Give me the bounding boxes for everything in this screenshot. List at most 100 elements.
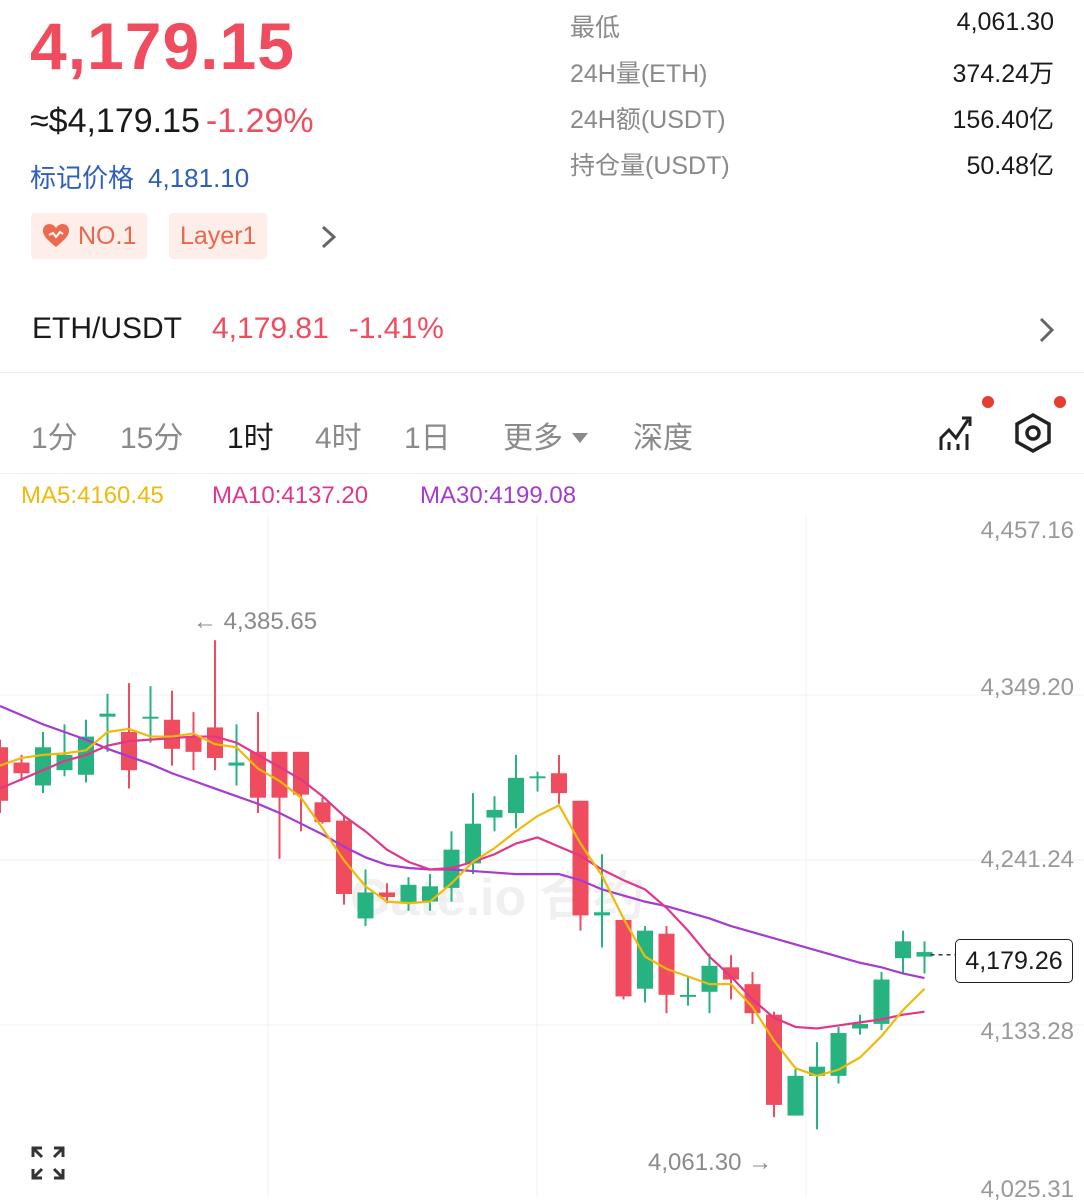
spot-chevron-right-icon[interactable] — [1036, 316, 1058, 344]
indicator-chart-icon[interactable] — [938, 412, 978, 452]
candle-up — [637, 930, 653, 989]
candle-up — [35, 747, 51, 786]
stat-value: 50.48亿 — [966, 152, 1054, 180]
stat-label: 24H额(USDT) — [570, 106, 726, 134]
candle-down — [766, 1014, 782, 1105]
candlestick-chart[interactable] — [0, 515, 1084, 1197]
y-tick-label: 4,025.31 — [980, 1176, 1074, 1203]
rank-tag[interactable]: NO.1 — [31, 213, 148, 259]
low-annotation: 4,061.30 → — [648, 1149, 773, 1176]
candle-up — [852, 1023, 868, 1029]
spot-pair-row[interactable]: ETH/USDT 4,179.81 -1.41% — [32, 312, 444, 346]
spot-price: 4,179.81 — [212, 312, 329, 345]
candle-down — [314, 802, 331, 823]
stat-value: 374.24万 — [952, 60, 1054, 88]
mark-price-label: 标记价格 — [30, 163, 135, 193]
tab-1h[interactable]: 1时 — [227, 422, 274, 455]
candle-down — [551, 773, 567, 794]
candle-down — [121, 731, 137, 771]
settings-hexagon-icon[interactable] — [1012, 412, 1054, 454]
stat-open-interest: 持仓量(USDT) 50.48亿 — [570, 146, 1054, 192]
candle-up — [529, 776, 546, 779]
y-tick-label: 4,457.16 — [980, 517, 1074, 544]
candle-up — [422, 886, 438, 902]
category-tag[interactable]: Layer1 — [169, 213, 268, 259]
ma5-line — [0, 727, 926, 1078]
candle-up — [508, 777, 524, 813]
fullscreen-expand-icon[interactable] — [30, 1145, 66, 1181]
candle-up — [486, 809, 503, 818]
stat-label: 持仓量(USDT) — [570, 152, 730, 180]
candle-down — [207, 727, 223, 758]
y-tick-label: 4,133.28 — [980, 1018, 1074, 1045]
stat-turnover: 24H额(USDT) 156.40亿 — [570, 100, 1054, 146]
usd-price-line: ≈$4,179.15 -1.29% — [30, 102, 314, 141]
candle-down — [0, 747, 8, 801]
candle-down — [658, 933, 675, 995]
stat-label: 24H量(ETH) — [570, 60, 708, 88]
tab-1m[interactable]: 1分 — [31, 422, 78, 455]
candle-down — [336, 820, 352, 894]
spot-pair-name: ETH/USDT — [32, 312, 182, 345]
candle-up — [228, 762, 245, 766]
candle-down — [271, 751, 288, 798]
tab-depth[interactable]: 深度 — [633, 422, 693, 455]
candle-up — [916, 952, 933, 957]
divider — [0, 372, 1084, 373]
last-price: 4,179.15 — [30, 9, 295, 83]
candle-up — [895, 941, 911, 959]
candle-down — [164, 719, 180, 749]
candle-up — [701, 965, 718, 992]
candle-up — [594, 912, 610, 916]
candle-up — [142, 716, 159, 719]
y-tick-label: 4,241.24 — [980, 846, 1074, 873]
tab-more-label: 更多 — [503, 422, 563, 455]
candle-up — [873, 979, 890, 1024]
candle-up — [787, 1075, 804, 1116]
candle-up — [465, 823, 481, 864]
current-price-label: 4,179.26 — [955, 939, 1073, 983]
ma10-line — [0, 735, 925, 1030]
tab-1d[interactable]: 1日 — [404, 422, 451, 455]
tab-15m[interactable]: 15分 — [120, 422, 184, 455]
stat-value: 156.40亿 — [952, 106, 1054, 134]
candle-down — [13, 762, 30, 774]
candle-up — [680, 994, 696, 997]
watermark: Gate.io 合约 — [350, 869, 645, 927]
usd-price: ≈$4,179.15 — [30, 102, 200, 140]
y-tick-label: 4,349.20 — [980, 674, 1074, 701]
candle-up — [809, 1066, 825, 1076]
tags-chevron-right-icon[interactable] — [318, 224, 340, 250]
mark-price-value: 4,181.10 — [148, 163, 250, 193]
candle-down — [185, 736, 202, 752]
heart-icon — [43, 224, 69, 247]
candle-up — [357, 892, 374, 919]
notification-dot — [1054, 396, 1066, 408]
ma30-legend: MA30:4199.08 — [420, 482, 577, 509]
candle-down — [572, 800, 589, 916]
candle-up — [56, 754, 73, 771]
stats-panel: 最低 4,061.30 24H量(ETH) 374.24万 24H额(USDT)… — [570, 8, 1054, 192]
stat-volume: 24H量(ETH) 374.24万 — [570, 54, 1054, 100]
notification-dot — [982, 396, 994, 408]
divider — [0, 473, 1084, 474]
change-percent: -1.29% — [205, 102, 314, 140]
stat-value: 4,061.30 — [956, 8, 1054, 36]
tab-4h[interactable]: 4时 — [315, 422, 362, 455]
candle-down — [379, 892, 395, 898]
high-annotation: ← 4,385.65 — [193, 608, 318, 635]
ma10-legend: MA10:4137.20 — [212, 482, 369, 509]
category-tag-label: Layer1 — [180, 222, 257, 250]
spot-change: -1.41% — [348, 312, 444, 345]
candle-down — [615, 919, 632, 997]
mark-price-line[interactable]: 标记价格 4,181.10 — [30, 158, 249, 195]
tab-more[interactable]: 更多 — [503, 413, 589, 457]
rank-tag-label: NO.1 — [78, 222, 137, 250]
stat-low: 最低 4,061.30 — [570, 8, 1054, 54]
candle-up — [400, 884, 417, 904]
caret-down-icon — [572, 433, 589, 443]
ma30-line — [0, 704, 925, 980]
candle-up — [99, 713, 116, 717]
ma5-legend: MA5:4160.45 — [21, 482, 164, 509]
stat-label: 最低 — [570, 14, 621, 42]
